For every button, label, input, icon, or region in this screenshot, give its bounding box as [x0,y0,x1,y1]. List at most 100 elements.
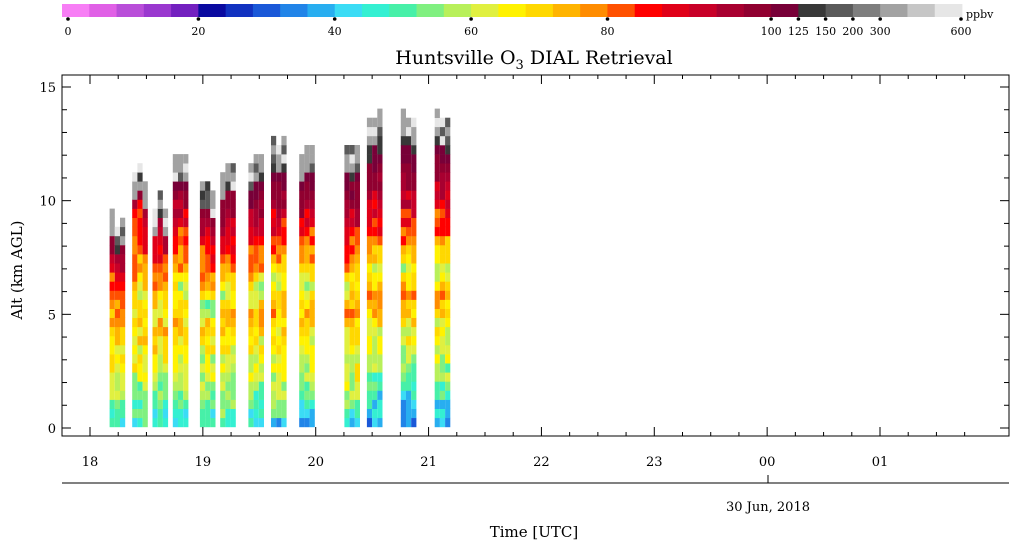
heat-cell [366,135,373,146]
heat-cell [253,308,259,318]
heat-cell [276,235,282,246]
heat-cell [199,408,206,419]
heat-cell [225,354,231,364]
heat-cell [349,190,355,200]
heat-cell [114,326,120,337]
heat-cell [411,181,417,191]
heat-cell [445,181,451,191]
heat-cell [366,145,373,155]
heat-cell [258,154,264,164]
heat-cell [439,208,446,218]
heat-cell [406,254,412,264]
heat-cell [406,272,412,282]
heat-cell [120,417,126,428]
heat-cell [230,390,236,400]
heat-cell [271,335,277,346]
heat-cell [281,199,287,209]
heat-cell [411,272,417,282]
heat-cell [354,408,360,419]
heat-cell [377,408,383,419]
heat-cell [276,381,282,391]
heat-cell [183,154,189,164]
heat-cell [281,181,287,191]
colorbar-swatch [743,4,772,17]
heat-cell [309,154,315,164]
heat-cell [434,417,440,428]
heat-cell [349,245,355,255]
heat-cell [406,217,412,228]
heat-cell [299,354,305,364]
heat-cell [309,399,315,409]
heat-cell [225,381,231,391]
heat-cell [445,208,451,218]
heat-cell [199,226,206,237]
heat-cell [372,190,378,200]
heat-cell [225,245,231,255]
heat-cell [157,317,163,328]
heat-cell [354,245,360,255]
heat-cell [400,290,406,300]
heat-cell [120,263,126,273]
heat-cell [271,145,277,155]
heat-cell [445,372,451,382]
heat-cell [406,245,412,255]
heat-cell [132,235,138,246]
heat-cell [281,363,287,373]
heat-cell [157,417,163,428]
heat-cell [162,372,169,382]
heat-cell [178,181,184,191]
heat-cell [152,281,158,291]
heat-cell [372,399,378,409]
heat-cell [377,245,383,255]
heat-cell [344,254,350,264]
heat-cell [248,354,254,364]
heat-cell [309,354,315,364]
heat-cell [439,199,446,209]
heat-cell [445,272,451,282]
heat-cell [120,317,126,328]
heat-cell [299,399,305,409]
heat-cell [157,408,163,419]
heat-cell [225,190,231,200]
heat-cell [349,154,355,164]
heat-cell [183,199,189,209]
heat-cell [276,208,282,218]
heat-cell [406,281,412,291]
heat-cell [157,199,163,209]
heat-cell [309,181,315,191]
heat-cell [372,390,378,400]
colorbar-tick-mark [332,17,337,21]
heat-cell [248,163,254,173]
heat-cell [152,399,158,409]
heat-cell [248,181,254,191]
heat-cell [377,399,383,409]
heat-cell [178,317,184,328]
heat-cell [142,417,148,428]
heat-cell [220,399,226,409]
heat-cell [434,363,440,373]
heat-cell [157,290,163,300]
heat-cell [354,399,360,409]
heat-cell [271,354,277,364]
heat-cell [344,226,350,237]
heat-cell [372,254,378,264]
heat-cell [439,372,446,382]
heat-cell [411,308,417,318]
colorbar-swatch [225,4,254,17]
heat-cell [271,235,277,246]
heat-cell [152,290,158,300]
heat-cell [434,272,440,282]
heat-cell [258,217,264,228]
y-tick-label: 15 [39,81,56,96]
heat-cell [225,335,231,346]
heat-cell [299,381,305,391]
colorbar-swatch [798,4,827,17]
heat-cell [344,317,350,328]
heat-cell [137,326,143,337]
heat-cell [183,263,189,273]
heat-cell [248,299,254,309]
heat-cell [411,326,417,337]
heat-cell [354,290,360,300]
heat-cell [366,372,373,382]
heat-cell [281,326,287,337]
